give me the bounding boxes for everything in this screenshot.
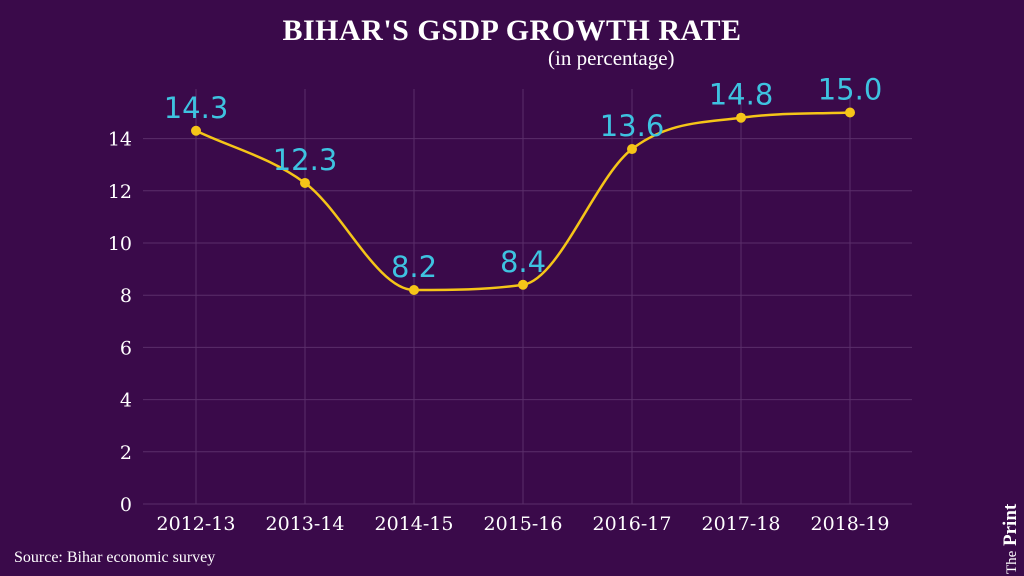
- data-label: 8.2: [391, 250, 437, 284]
- y-tick-label: 10: [108, 233, 132, 255]
- y-tick-label: 6: [120, 337, 132, 359]
- x-tick-label: 2015-16: [484, 513, 563, 535]
- theprint-logo: The Print: [1000, 503, 1021, 574]
- x-tick-label: 2012-13: [157, 513, 236, 535]
- x-tick-label: 2018-19: [811, 513, 890, 535]
- data-point: [409, 284, 419, 295]
- data-point: [627, 144, 637, 155]
- x-tick-label: 2014-15: [375, 513, 454, 535]
- brand-the: The: [1004, 550, 1020, 574]
- grid-lines: [143, 89, 912, 505]
- data-point: [191, 125, 201, 136]
- data-point: [736, 112, 746, 123]
- data-label: 14.8: [709, 78, 774, 112]
- data-labels: 14.3 12.3 8.2 8.4 13.6 14.8 15.0: [164, 73, 883, 284]
- data-label: 12.3: [273, 143, 338, 177]
- y-tick-label: 4: [120, 390, 132, 412]
- data-label: 14.3: [164, 91, 229, 125]
- chart-title: BIHAR'S GSDP GROWTH RATE: [282, 14, 742, 47]
- brand-print: Print: [1000, 503, 1021, 546]
- chart-subtitle: (in percentage): [548, 46, 675, 70]
- y-tick-label: 8: [120, 285, 132, 307]
- y-tick-label: 14: [108, 129, 132, 151]
- y-tick-label: 12: [108, 181, 132, 203]
- x-tick-label: 2016-17: [593, 513, 672, 535]
- x-axis-ticks: 2012-13 2013-14 2014-15 2015-16 2016-17 2017-…: [157, 513, 890, 535]
- series-markers: [191, 107, 855, 295]
- y-axis-ticks: 0 2 4 6 8 10 12 14: [108, 129, 132, 516]
- data-point: [518, 279, 528, 290]
- data-point: [300, 177, 310, 188]
- data-point: [845, 107, 855, 118]
- x-tick-label: 2013-14: [266, 513, 345, 535]
- y-tick-label: 0: [120, 494, 132, 516]
- data-label: 15.0: [818, 73, 883, 107]
- source-note: Source: Bihar economic survey: [14, 549, 216, 566]
- x-tick-label: 2017-18: [702, 513, 781, 535]
- data-label: 13.6: [600, 109, 665, 143]
- y-tick-label: 2: [120, 442, 132, 464]
- data-label: 8.4: [500, 245, 546, 279]
